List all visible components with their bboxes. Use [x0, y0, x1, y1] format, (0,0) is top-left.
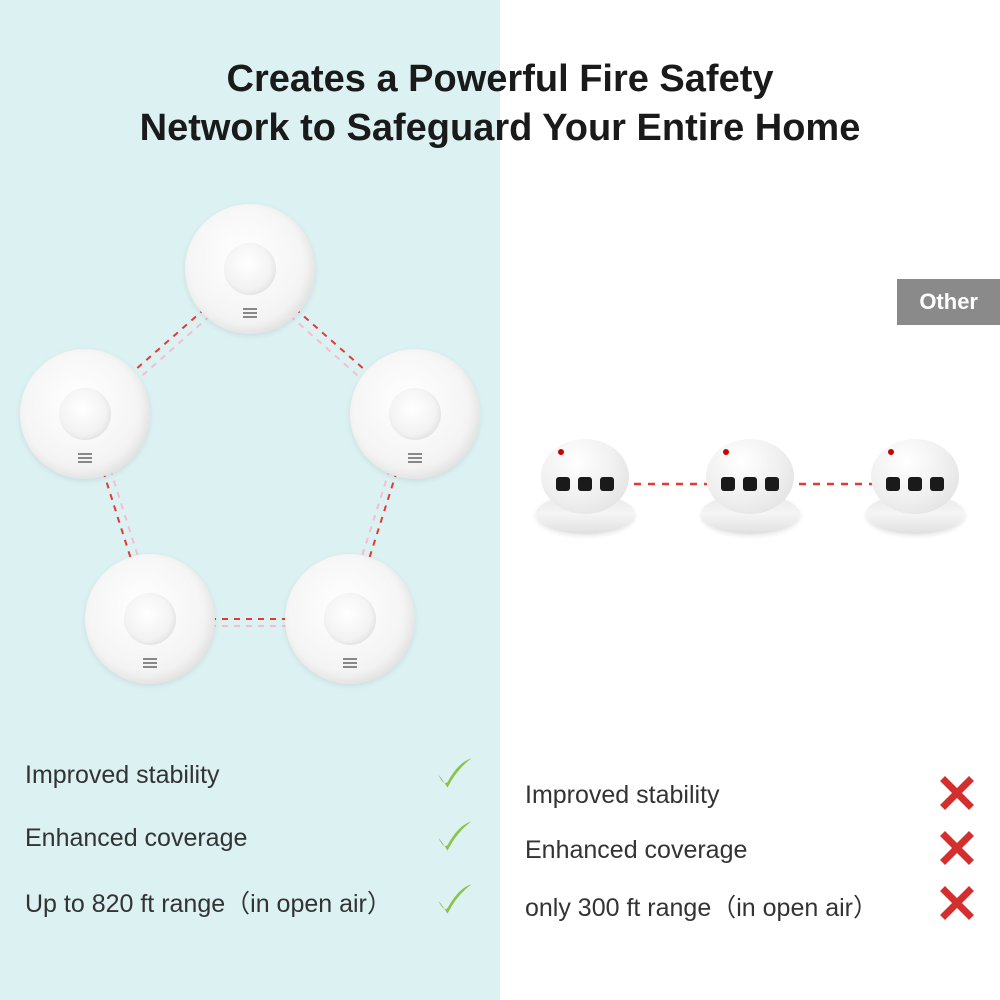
smoke-detector-dome-icon	[530, 434, 640, 534]
cross-icon	[939, 885, 975, 926]
smoke-detector-dome-icon	[860, 434, 970, 534]
smoke-detector-dome-icon	[695, 434, 805, 534]
smoke-detector-icon	[20, 349, 150, 479]
panel-other: Other	[500, 184, 1000, 1000]
feature-text: Enhanced coverage	[25, 824, 247, 853]
feature-row: only 300 ft range（in open air）	[525, 885, 975, 926]
check-icon	[431, 814, 475, 863]
feature-row: Improved stability	[25, 751, 475, 800]
feature-text: only 300 ft range（in open air）	[525, 888, 878, 924]
panel-ours: Improved stability Enhanced coverage Up …	[0, 184, 500, 1000]
smoke-detector-icon	[85, 554, 215, 684]
smoke-detector-icon	[285, 554, 415, 684]
comparison-panels: Improved stability Enhanced coverage Up …	[0, 184, 1000, 1000]
feature-row: Enhanced coverage	[525, 830, 975, 871]
features-left: Improved stability Enhanced coverage Up …	[25, 737, 475, 940]
cross-icon	[939, 775, 975, 816]
feature-text: Enhanced coverage	[525, 836, 747, 865]
features-right: Improved stability Enhanced coverage onl…	[525, 761, 975, 940]
title-line-2: Network to Safeguard Your Entire Home	[140, 107, 861, 149]
cross-icon	[939, 830, 975, 871]
title-line-1: Creates a Powerful Fire Safety	[227, 58, 774, 100]
feature-text: Improved stability	[25, 761, 220, 790]
feature-text: Improved stability	[525, 781, 720, 810]
diagram-linear	[500, 184, 1000, 714]
check-icon	[431, 877, 475, 926]
feature-row: Enhanced coverage	[25, 814, 475, 863]
smoke-detector-icon	[185, 204, 315, 334]
feature-text: Up to 820 ft range（in open air）	[25, 884, 392, 920]
feature-row: Improved stability	[525, 775, 975, 816]
infographic-container: Creates a Powerful Fire Safety Network t…	[0, 0, 1000, 1000]
diagram-mesh	[0, 184, 500, 714]
check-icon	[431, 751, 475, 800]
feature-row: Up to 820 ft range（in open air）	[25, 877, 475, 926]
smoke-detector-icon	[350, 349, 480, 479]
main-title: Creates a Powerful Fire Safety Network t…	[0, 0, 1000, 184]
